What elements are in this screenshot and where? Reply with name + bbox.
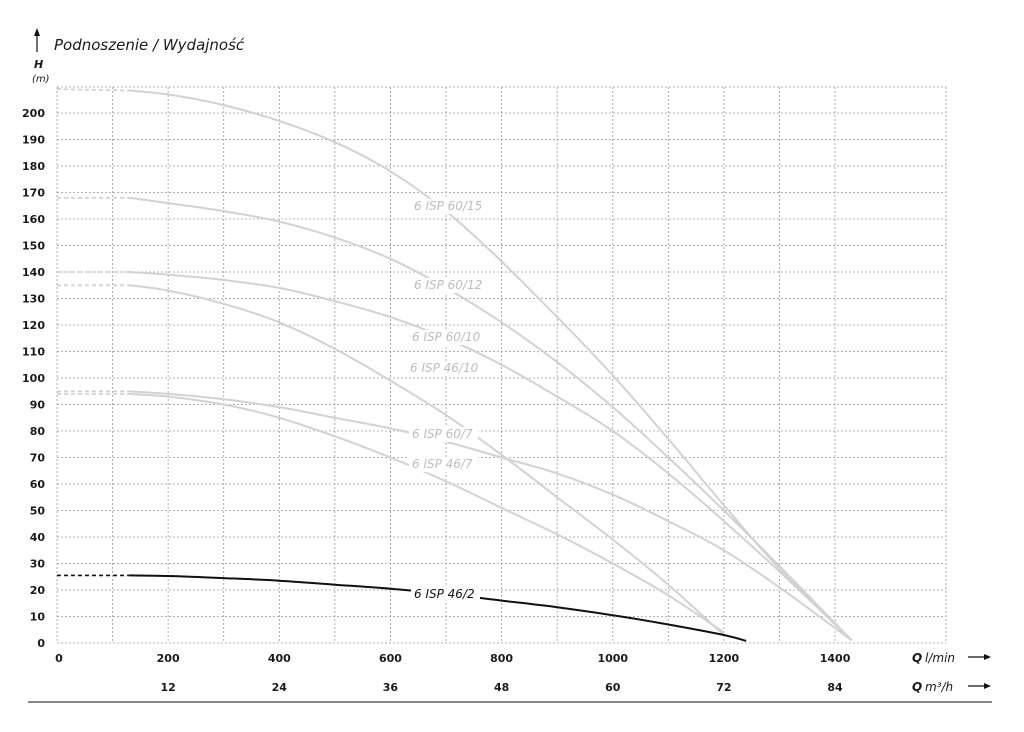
x-tick-labels: 0 200 400 600 800 1000 1200 1400: [55, 652, 851, 665]
x-axis-arrow-icon: [968, 654, 991, 660]
series-label-bg: [409, 457, 478, 472]
x-tick-label: 400: [268, 652, 291, 665]
x2-tick-labels: 12 24 36 48 60 72 84: [160, 681, 843, 694]
y-tick-label: 90: [30, 399, 46, 412]
y-tick-label: 10: [30, 611, 46, 624]
y-tick-label: 130: [22, 293, 45, 306]
series-label: 6 ISP 60/7: [412, 427, 473, 441]
x2-tick-label: 12: [160, 681, 175, 694]
series-line: [129, 271, 853, 642]
x-tick-label: 1200: [709, 652, 740, 665]
y-tick-label: 160: [22, 213, 45, 226]
x2-tick-label: 48: [494, 681, 509, 694]
y-tick-label: 70: [30, 452, 46, 465]
series-line: [129, 89, 853, 642]
y-tick-label: 200: [22, 107, 45, 120]
x-tick-label: 600: [379, 652, 402, 665]
y-tick-label: 120: [22, 319, 45, 332]
y-tick-label: 40: [30, 531, 46, 544]
x-tick-label: 200: [157, 652, 180, 665]
y-tick-labels: 0 10 20 30 40 50 60 70 80 90 100 110 120 130 140 150 160…: [22, 107, 45, 650]
x2-tick-label: 84: [827, 681, 843, 694]
series-line-dashed: [56, 88, 130, 92]
chart-title: Podnoszenie / Wydajność: [54, 36, 245, 54]
series-line: [129, 196, 853, 642]
series-label-bg: [411, 587, 480, 602]
x-axis-unit-label: Q l/min: [912, 651, 955, 665]
y-tick-label: 150: [22, 240, 45, 253]
x-tick-label: 1400: [820, 652, 851, 665]
series-labels: 6 ISP 60/15 6 ISP 60/12 6 ISP 60/10 6 ISP 4…: [407, 199, 487, 602]
x2-tick-label: 60: [605, 681, 621, 694]
series-label: 6 ISP 60/15: [414, 199, 482, 213]
y-tick-label: 190: [22, 134, 45, 147]
x2-tick-label: 36: [383, 681, 399, 694]
x-tick-label: 1000: [597, 652, 628, 665]
x-tick-label: 0: [55, 652, 63, 665]
series-label: 6 ISP 60/12: [414, 278, 482, 292]
x2-axis-unit-label: Q m³/h: [912, 680, 953, 694]
series-label-bg: [411, 199, 487, 214]
y-tick-label: 0: [37, 637, 45, 650]
y-tick-label: 50: [30, 505, 46, 518]
y-axis-arrow-icon: [34, 28, 40, 52]
y-tick-label: 170: [22, 187, 45, 200]
x-tick-label: 800: [490, 652, 513, 665]
y-axis-unit: (m): [32, 74, 50, 85]
series-label-bg: [409, 330, 485, 345]
x2-tick-label: 24: [272, 681, 288, 694]
y-tick-label: 30: [30, 558, 46, 571]
x-axis-unit: l/min: [925, 651, 955, 665]
y-tick-label: 140: [22, 266, 45, 279]
series-line: [129, 574, 747, 642]
y-tick-label: 80: [30, 425, 46, 438]
y-tick-label: 100: [22, 372, 45, 385]
x2-axis-arrow-icon: [968, 683, 991, 689]
series-label-bg: [407, 361, 483, 376]
series-line: [129, 284, 725, 636]
y-tick-label: 180: [22, 160, 45, 173]
x-axis-symbol: Q: [912, 651, 922, 665]
series-label: 6 ISP 46/10: [410, 361, 479, 375]
y-axis-symbol: H: [34, 58, 43, 71]
series-label: 6 ISP 46/2: [414, 587, 475, 601]
series-label-bg: [409, 427, 478, 442]
series-label-bg: [411, 278, 487, 293]
series-label: 6 ISP 60/10: [412, 330, 481, 344]
series-label: 6 ISP 46/7: [412, 457, 473, 471]
y-tick-label: 20: [30, 584, 46, 597]
x2-axis-symbol: Q: [912, 680, 922, 694]
y-tick-label: 60: [30, 478, 46, 491]
series-line: [129, 390, 853, 642]
x2-tick-label: 72: [716, 681, 731, 694]
y-tick-label: 110: [22, 346, 45, 359]
x2-axis-unit: m³/h: [925, 680, 953, 694]
